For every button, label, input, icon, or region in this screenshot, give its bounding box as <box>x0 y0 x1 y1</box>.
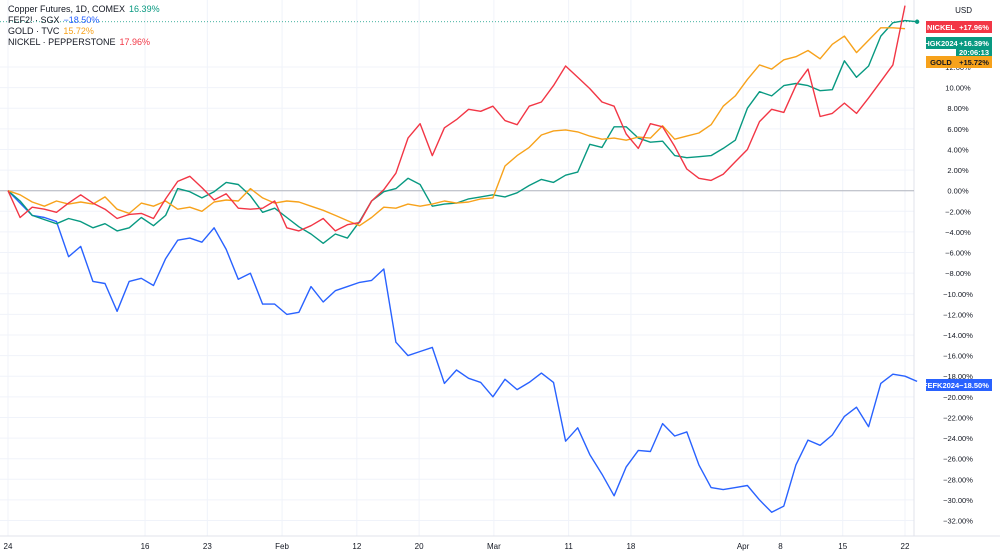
legend-item-iron-ore[interactable]: FEF2! · SGX −18.50% <box>8 15 160 26</box>
x-tick-label: 11 <box>564 542 573 551</box>
price-tag-symbol: NICKEL <box>927 23 955 32</box>
series-line-hgk2024 <box>7 19 918 245</box>
grid-lines <box>0 0 914 536</box>
price-tag-value: +15.72% <box>959 58 989 67</box>
legend-value: −18.50% <box>63 15 100 25</box>
y-tick-label: 4.00% <box>947 145 969 154</box>
currency-label[interactable]: USD <box>955 6 972 15</box>
y-tick-label: −30.00% <box>943 496 973 505</box>
price-tag-value-bg <box>956 379 992 391</box>
price-tag-symbol: HGK2024 <box>924 39 958 48</box>
y-tick-label: −26.00% <box>943 455 973 464</box>
countdown-timer: 20:06:13 <box>959 48 989 57</box>
price-tag-symbol-bg <box>926 379 956 391</box>
x-tick-label: 15 <box>838 542 847 551</box>
x-axis[interactable]: 24 16 23 Feb 12 20 Mar 11 18 Apr 8 15 22 <box>4 542 910 551</box>
y-tick-label: 8.00% <box>947 104 969 113</box>
price-tag-value: +17.96% <box>959 23 989 32</box>
legend-item-copper[interactable]: Copper Futures, 1D, COMEX 16.39% <box>8 4 160 15</box>
price-tag-value-bg <box>956 56 992 68</box>
last-price-dot <box>914 19 920 24</box>
price-tag-symbol-bg <box>926 56 956 68</box>
price-tag-gold[interactable]: GOLD +15.72% <box>926 56 992 68</box>
price-tag-value-bg <box>956 21 992 33</box>
legend-label: NICKEL · PEPPERSTONE <box>8 37 116 47</box>
y-tick-label: −22.00% <box>943 413 973 422</box>
x-tick-label: 18 <box>626 542 635 551</box>
y-tick-label: −2.00% <box>945 207 971 216</box>
y-tick-label: −4.00% <box>945 228 971 237</box>
x-tick-label: Mar <box>487 542 501 551</box>
y-tick-label: −28.00% <box>943 475 973 484</box>
x-tick-label: 16 <box>141 542 150 551</box>
legend-label: FEF2! · SGX <box>8 15 60 25</box>
series-lines <box>7 5 920 513</box>
x-tick-label: 22 <box>901 542 910 551</box>
chart-legend: Copper Futures, 1D, COMEX 16.39% FEF2! · … <box>8 4 160 48</box>
y-tick-label: −6.00% <box>945 249 971 258</box>
zero-line <box>0 21 914 192</box>
price-tag-symbol: FEFK2024 <box>923 381 960 390</box>
x-tick-label: 23 <box>203 542 212 551</box>
x-tick-label: 12 <box>352 542 361 551</box>
legend-label: Copper Futures, 1D, COMEX <box>8 4 126 14</box>
legend-item-gold[interactable]: GOLD · TVC 15.72% <box>8 26 160 37</box>
x-tick-label: Feb <box>275 542 289 551</box>
y-tick-label: 6.00% <box>947 125 969 134</box>
y-tick-label: −14.00% <box>943 331 973 340</box>
legend-value: 17.96% <box>119 37 151 47</box>
series-line-gold <box>7 27 906 227</box>
legend-item-nickel[interactable]: NICKEL · PEPPERSTONE 17.96% <box>8 37 160 48</box>
y-tick-label: 10.00% <box>945 84 971 93</box>
y-tick-label: −8.00% <box>945 269 971 278</box>
price-tag-symbol: GOLD <box>930 58 952 67</box>
price-tag-value: −18.50% <box>959 381 989 390</box>
y-tick-label: −10.00% <box>943 290 973 299</box>
price-tag-iron-ore[interactable]: FEFK2024 −18.50% <box>923 379 992 391</box>
price-tag-nickel[interactable]: NICKEL +17.96% <box>926 21 992 33</box>
price-tag-value: +16.39% <box>959 39 989 48</box>
y-tick-label: 2.00% <box>947 166 969 175</box>
y-tick-label: −24.00% <box>943 434 973 443</box>
legend-value: 16.39% <box>129 4 160 14</box>
y-tick-label: −32.00% <box>943 517 973 526</box>
price-tag-symbol-bg <box>926 37 956 49</box>
countdown-box <box>956 48 992 59</box>
y-tick-label: −20.00% <box>943 393 973 402</box>
y-tick-label: −16.00% <box>943 352 973 361</box>
x-tick-label: Apr <box>737 542 750 551</box>
y-tick-label: −12.00% <box>943 310 973 319</box>
legend-value: 15.72% <box>63 26 94 36</box>
price-tag-value-bg <box>956 37 992 49</box>
series-line-nickel <box>7 5 906 232</box>
x-tick-label: 20 <box>415 542 424 551</box>
legend-label: GOLD · TVC <box>8 26 60 36</box>
price-tag-symbol-bg <box>926 21 956 33</box>
x-tick-label: 8 <box>778 542 783 551</box>
y-tick-label: 0.00% <box>947 187 969 196</box>
y-axis[interactable]: 12.00%10.00%8.00%6.00%4.00%2.00%0.00%−2.… <box>943 63 973 526</box>
series-line-fefk2024 <box>7 190 918 513</box>
y-tick-label: −18.00% <box>943 372 973 381</box>
x-tick-label: 24 <box>4 542 13 551</box>
price-tag-copper[interactable]: HGK2024 +16.39% <box>924 37 992 49</box>
